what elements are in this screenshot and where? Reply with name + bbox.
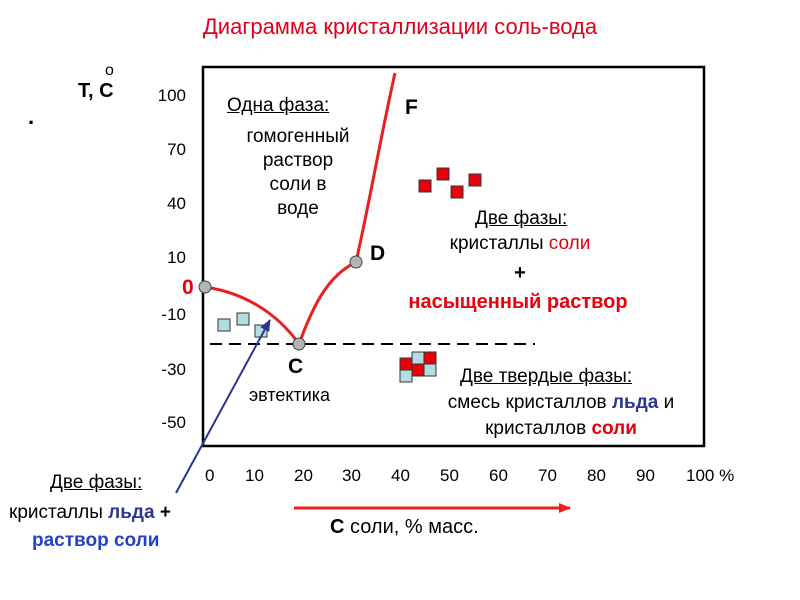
point-f-label: F — [405, 96, 418, 119]
salt-solution-line2: насыщенный раствор — [408, 291, 628, 313]
salt-crystal-square — [468, 173, 482, 187]
x-tick-80: 80 — [587, 466, 606, 485]
point-c-label: C — [288, 355, 304, 378]
y-tick-minus50: -50 — [161, 413, 186, 432]
ice-solution-line1: кристаллы льда + — [9, 502, 171, 523]
mixed-crystal-ice — [411, 351, 425, 365]
single-phase-title: Одна фаза: — [227, 95, 330, 116]
eutectic-label: эвтектика — [249, 385, 331, 405]
salt-crystal-square — [418, 179, 432, 193]
ice-crystal-square — [217, 318, 231, 332]
x-tick-40: 40 — [391, 466, 410, 485]
x-tick-30: 30 — [342, 466, 361, 485]
x-tick-100: 100 % — [686, 466, 735, 485]
x-tick-10: 10 — [245, 466, 264, 485]
point-d-marker — [349, 255, 363, 269]
mixed-crystal-salt — [411, 363, 425, 377]
y-tick-minus10: -10 — [161, 305, 186, 324]
point-d-label: D — [370, 242, 386, 265]
salt-solution-line1: кристаллы соли — [449, 233, 591, 254]
y-tick-70: 70 — [167, 140, 186, 159]
salt-crystal-square — [450, 185, 464, 199]
y-tick-40: 40 — [167, 194, 186, 213]
point-zero-label: 0 — [182, 276, 194, 299]
x-tick-60: 60 — [489, 466, 508, 485]
mixed-crystal-ice — [399, 369, 413, 383]
single-phase-description: гомогенный раствор соли в воде — [246, 126, 350, 219]
x-tick-20: 20 — [294, 466, 313, 485]
two-solids-title: Две твердые фазы: — [460, 366, 633, 387]
point-zero-marker — [198, 280, 212, 294]
plot-frame — [201, 65, 706, 448]
stray-dot: . — [28, 104, 35, 129]
two-solids-line2: кристаллов соли — [485, 418, 637, 439]
ice-region-pointer-arrow — [175, 319, 271, 494]
x-axis-label: C соли, % масс. — [330, 516, 479, 538]
two-solids-line1: смесь кристаллов льда и — [447, 392, 675, 413]
mixed-crystal-salt — [423, 351, 437, 365]
ice-solution-title: Две фазы: — [50, 472, 143, 493]
salt-liquidus-curve-upper — [354, 72, 397, 263]
x-tick-0: 0 — [205, 466, 215, 485]
x-tick-90: 90 — [636, 466, 655, 485]
ice-crystal-square — [236, 312, 250, 326]
salt-crystal-square — [436, 167, 450, 181]
y-tick-minus30: -30 — [161, 360, 186, 379]
point-c-marker — [292, 337, 306, 351]
y-axis-degree-sign: о — [105, 62, 114, 79]
y-axis-label: T, C — [78, 80, 114, 102]
y-tick-100: 100 — [157, 86, 186, 105]
x-tick-70: 70 — [538, 466, 557, 485]
salt-solution-title: Две фазы: — [475, 208, 568, 229]
ice-liquidus-curve — [204, 285, 301, 345]
mixed-crystal-ice — [423, 363, 437, 377]
salt-liquidus-curve-lower — [297, 260, 357, 345]
y-tick-10: 10 — [167, 248, 186, 267]
x-tick-50: 50 — [440, 466, 459, 485]
page-title: Диаграмма кристаллизации соль-вода — [202, 14, 598, 39]
salt-solution-plus: + — [514, 262, 526, 284]
ice-solution-line2: раствор соли — [32, 530, 160, 551]
mixed-crystal-salt — [399, 357, 413, 371]
